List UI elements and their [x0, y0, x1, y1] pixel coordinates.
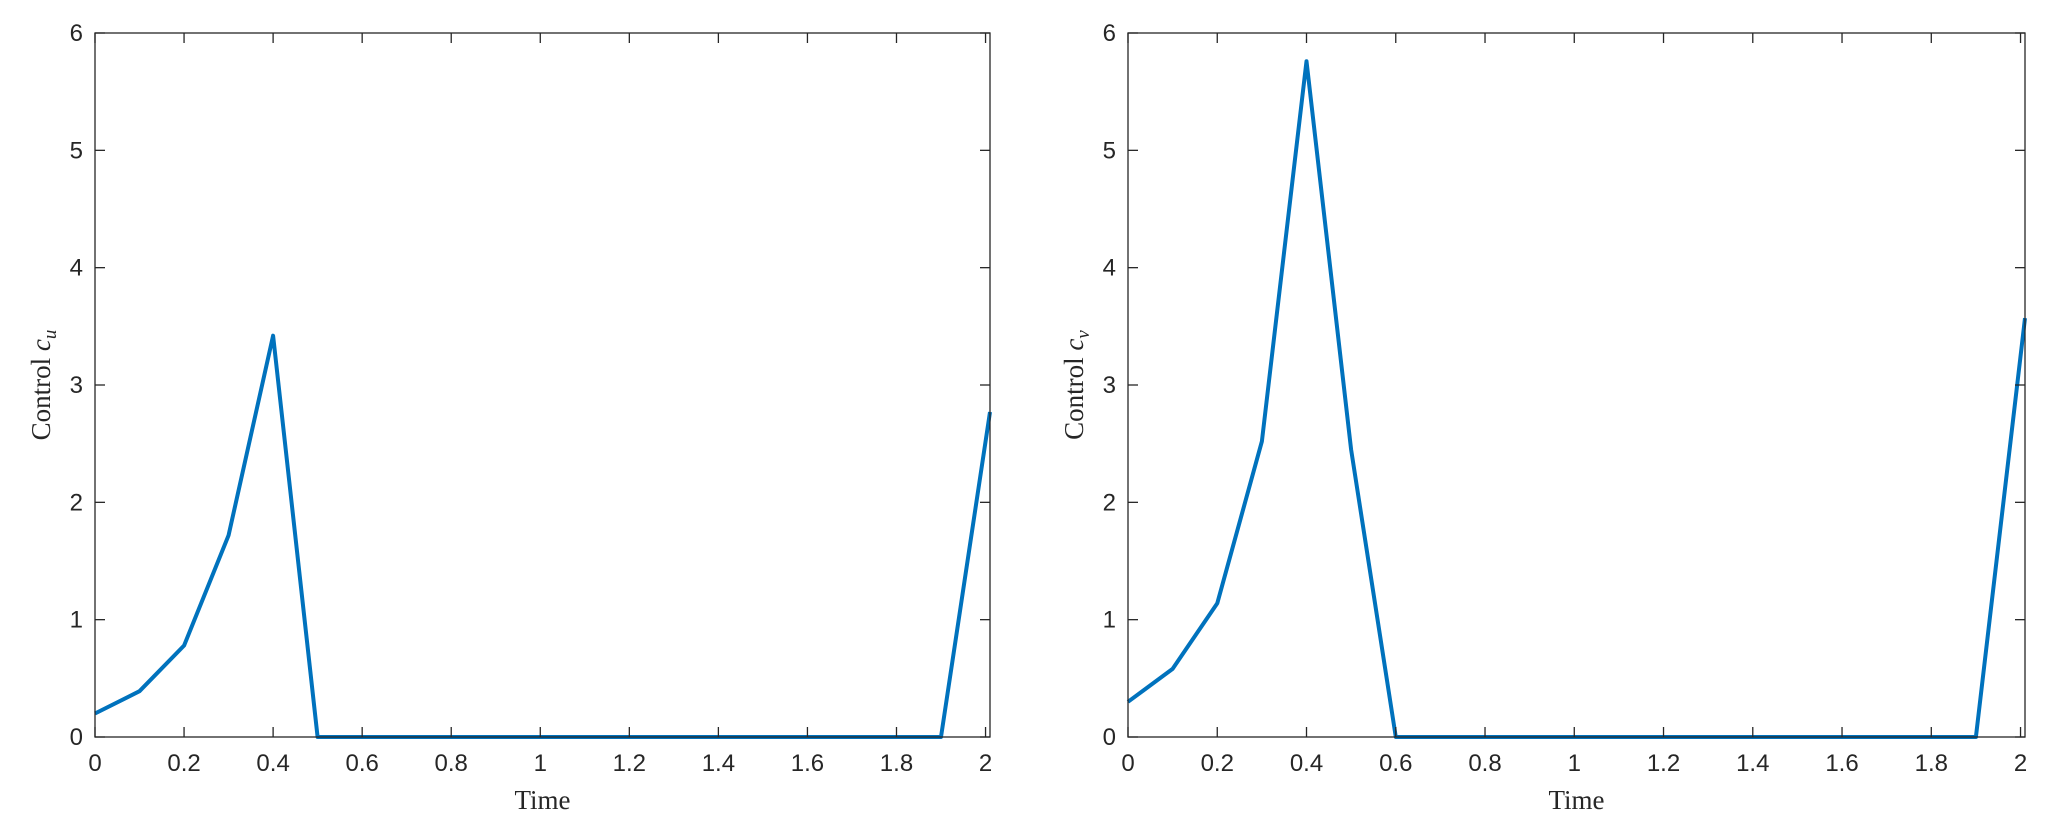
- y-tick-label: 2: [70, 489, 83, 516]
- x-tick-label: 1.6: [1825, 750, 1858, 777]
- x-tick-label: 1.6: [791, 750, 824, 777]
- x-tick-label: 1.8: [880, 750, 913, 777]
- x-tick-label: 0.4: [1290, 750, 1323, 777]
- axes-box: [1127, 32, 2026, 738]
- x-tick-label: 0.8: [1468, 750, 1501, 777]
- y-axis-label-subscript: u: [40, 330, 61, 340]
- x-tick-label: 1: [1568, 750, 1581, 777]
- y-axis-label-variable: c: [1059, 339, 1089, 351]
- axes-box: [94, 32, 991, 738]
- y-tick-label: 0: [1103, 724, 1116, 751]
- x-tick-label: 0: [88, 750, 101, 777]
- y-tick-label: 3: [1103, 372, 1116, 399]
- y-axis-label-text: Control: [1059, 351, 1089, 440]
- x-tick-label: 1.2: [1647, 750, 1680, 777]
- series-line-0: [1126, 59, 2027, 739]
- x-tick-label: 1: [534, 750, 547, 777]
- y-tick-label: 1: [1103, 607, 1116, 634]
- y-axis-label: Control cu: [26, 330, 61, 441]
- x-axis-label: Time: [514, 785, 570, 815]
- x-tick-label: 2: [979, 750, 992, 777]
- y-tick-label: 1: [70, 607, 83, 634]
- y-tick-label: 5: [1103, 137, 1116, 164]
- x-tick-label: 0: [1121, 750, 1134, 777]
- x-tick-label: 1.8: [1915, 750, 1948, 777]
- x-tick-label: 0.2: [167, 750, 200, 777]
- x-tick-label: 0.8: [435, 750, 468, 777]
- y-axis-label-variable: c: [26, 339, 56, 351]
- x-tick-label: 0.6: [345, 750, 378, 777]
- y-tick-label: 4: [70, 255, 83, 282]
- x-tick-label: 2: [2014, 750, 2027, 777]
- x-tick-label: 1.4: [702, 750, 735, 777]
- x-axis-label: Time: [1548, 785, 1604, 815]
- y-tick-label: 5: [70, 137, 83, 164]
- x-tick-label: 0.4: [256, 750, 289, 777]
- left-chart-panel: 0 0.2 0.4 0.6 0.8 1 1.2 1.4 1.6 1.8 2 0 1 2 3 4 5 6 Time Co…: [26, 20, 992, 815]
- y-tick-label: 6: [70, 20, 83, 47]
- y-tick-label: 2: [1103, 489, 1116, 516]
- y-tick-label: 0: [70, 724, 83, 751]
- x-tick-label: 0.2: [1201, 750, 1234, 777]
- x-tick-label: 1.2: [613, 750, 646, 777]
- y-axis-label-subscript: v: [1073, 330, 1094, 339]
- x-tick-label: 1.4: [1736, 750, 1769, 777]
- y-tick-label: 4: [1103, 255, 1116, 282]
- x-tick-label: 0.6: [1379, 750, 1412, 777]
- y-tick-label: 6: [1103, 20, 1116, 47]
- right-chart-panel: 0 0.2 0.4 0.6 0.8 1 1.2 1.4 1.6 1.8 2 0 1 2 3 4 5 6 Time Co…: [1059, 20, 2027, 815]
- series-line-0: [94, 333, 992, 739]
- y-axis-label-text: Control: [26, 351, 56, 440]
- y-axis-label: Control cv: [1059, 330, 1094, 440]
- y-tick-label: 3: [70, 372, 83, 399]
